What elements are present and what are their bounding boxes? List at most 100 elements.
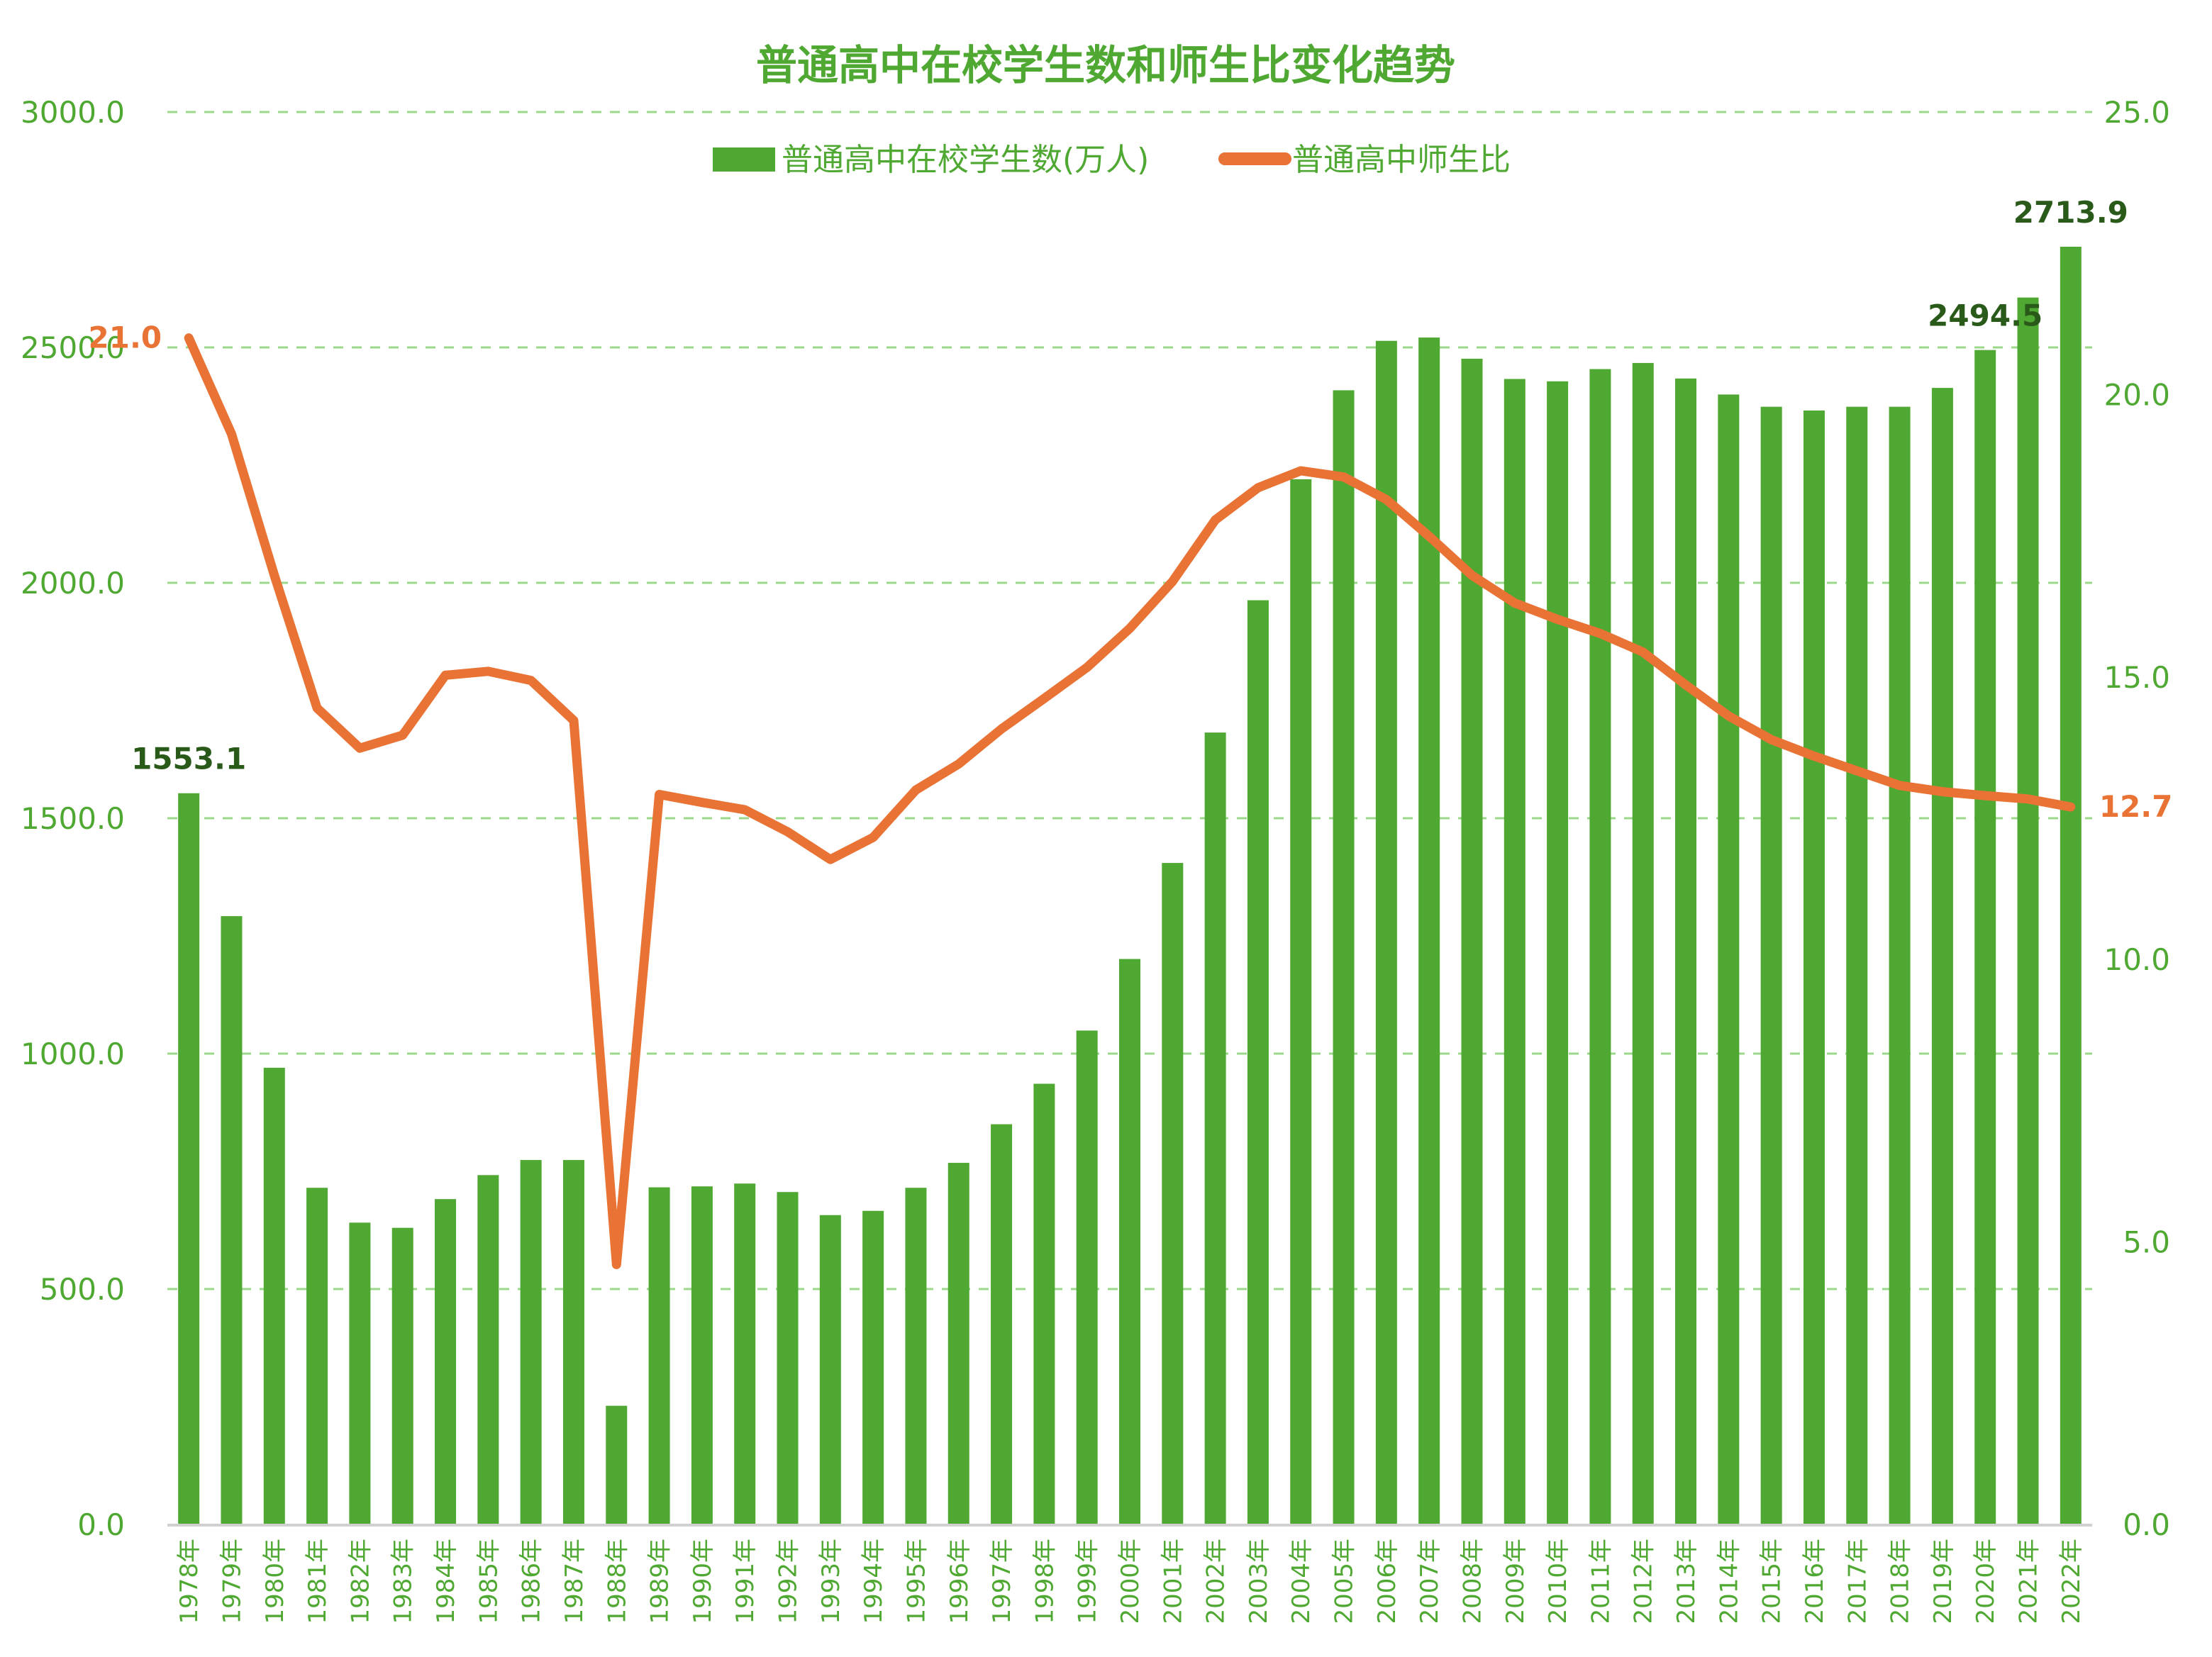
legend-label-ratio: 普通高中师生比 <box>1292 142 1511 178</box>
x-tick-label: 2015年 <box>1758 1539 1786 1624</box>
x-tick-label: 2014年 <box>1715 1539 1743 1624</box>
bar <box>1033 1083 1055 1524</box>
x-tick-label: 2017年 <box>1843 1539 1872 1624</box>
bar <box>263 1067 285 1524</box>
bar-swatch-icon <box>713 147 775 172</box>
x-tick-label: 1991年 <box>731 1539 760 1624</box>
x-tick-label: 1996年 <box>945 1539 974 1624</box>
bar <box>691 1186 713 1524</box>
x-tick-label: 2022年 <box>2057 1539 2086 1624</box>
bar-data-label: 1553.1 <box>131 742 246 776</box>
legend-label-students: 普通高中在校学生数(万人) <box>782 142 1149 178</box>
bar <box>1247 600 1269 1524</box>
x-tick-label: 1990年 <box>689 1539 717 1624</box>
x-axis: 1978年 1979年 1980年 1981年 1982年 1983年 1984年 1985年… <box>175 1539 2086 1624</box>
x-tick-label: 1983年 <box>389 1539 418 1624</box>
bar <box>1290 479 1312 1525</box>
bar <box>1119 959 1140 1524</box>
bar <box>777 1192 799 1524</box>
y-left-tick-label: 1500.0 <box>21 801 125 836</box>
x-tick-label: 1988年 <box>603 1539 631 1624</box>
x-tick-label: 2013年 <box>1672 1539 1701 1624</box>
bar <box>178 793 200 1524</box>
x-tick-label: 2000年 <box>1116 1539 1145 1624</box>
x-tick-label: 2021年 <box>2015 1539 2043 1624</box>
bar <box>606 1405 628 1524</box>
x-tick-label: 2006年 <box>1373 1539 1401 1624</box>
bar <box>306 1188 328 1524</box>
y-left-tick-label: 0.0 <box>77 1507 125 1542</box>
x-tick-label: 1995年 <box>902 1539 930 1624</box>
bar <box>1675 378 1697 1524</box>
bar <box>349 1222 371 1524</box>
x-tick-label: 1978年 <box>175 1539 204 1624</box>
bar <box>1846 406 1868 1524</box>
x-tick-label: 2011年 <box>1586 1539 1615 1624</box>
ratio-line <box>184 333 2076 1269</box>
bar <box>862 1210 884 1524</box>
bar <box>1076 1030 1098 1524</box>
bar <box>819 1215 841 1524</box>
bar <box>562 1160 584 1524</box>
x-tick-label: 1980年 <box>261 1539 289 1624</box>
x-tick-label: 2003年 <box>1245 1539 1273 1624</box>
bar-series-students <box>178 246 2082 1525</box>
bar <box>734 1183 756 1524</box>
bar <box>2060 246 2082 1524</box>
x-tick-label: 1992年 <box>774 1539 803 1624</box>
bar <box>905 1188 927 1524</box>
bar <box>1718 394 1740 1524</box>
line-data-label: 21.0 <box>89 320 162 355</box>
x-tick-label: 2020年 <box>1972 1539 2000 1624</box>
legend: 普通高中在校学生数(万人) 普通高中师生比 <box>713 142 1511 178</box>
x-tick-label: 2018年 <box>1886 1539 1915 1624</box>
y-left-tick-label: 500.0 <box>40 1272 125 1307</box>
line-series-ratio <box>184 333 2076 1269</box>
y-axis-right: 0.0 5.0 10.0 15.0 20.0 25.0 <box>2103 95 2170 1542</box>
bar <box>221 916 243 1524</box>
bar <box>435 1199 457 1524</box>
bar <box>391 1227 413 1524</box>
y-left-tick-label: 1000.0 <box>21 1037 125 1071</box>
chart-title: 普通高中在校学生数和师生比变化趋势 <box>756 41 1455 89</box>
x-tick-label: 1993年 <box>817 1539 845 1624</box>
bar <box>1504 379 1525 1524</box>
bar <box>947 1163 969 1524</box>
x-tick-label: 2001年 <box>1159 1539 1187 1624</box>
x-tick-label: 1985年 <box>474 1539 503 1624</box>
x-tick-label: 1984年 <box>432 1539 460 1624</box>
bar <box>991 1124 1013 1524</box>
y-right-tick-label: 15.0 <box>2103 660 2170 695</box>
y-left-tick-label: 2500.0 <box>21 330 125 365</box>
x-tick-label: 2004年 <box>1287 1539 1316 1624</box>
x-tick-label: 2007年 <box>1416 1539 1444 1624</box>
bar <box>1931 388 1953 1524</box>
bar <box>1803 410 1825 1524</box>
x-tick-label: 1989年 <box>646 1539 674 1624</box>
x-tick-label: 1994年 <box>860 1539 888 1624</box>
x-tick-label: 1986年 <box>518 1539 546 1624</box>
bar <box>1760 406 1782 1524</box>
bar <box>1204 732 1226 1524</box>
y-axis-left: 0.0 500.0 1000.0 1500.0 2000.0 2500.0 3000.0 <box>21 95 125 1542</box>
y-right-tick-label: 20.0 <box>2103 377 2170 412</box>
bar <box>1632 362 1654 1524</box>
bar-data-label: 2713.9 <box>2013 195 2128 230</box>
x-tick-label: 1979年 <box>218 1539 246 1624</box>
bar <box>2017 297 2039 1525</box>
x-tick-label: 2016年 <box>1801 1539 1829 1624</box>
y-left-tick-label: 2000.0 <box>21 566 125 601</box>
x-tick-label: 1987年 <box>560 1539 589 1624</box>
legend-item-students[interactable]: 普通高中在校学生数(万人) <box>713 142 1149 178</box>
bar <box>1974 350 1996 1525</box>
line-data-label: 12.7 <box>2099 789 2173 824</box>
y-right-tick-label: 10.0 <box>2103 942 2170 977</box>
x-tick-label: 2019年 <box>1929 1539 1957 1624</box>
x-tick-label: 2005年 <box>1330 1539 1359 1624</box>
x-tick-label: 2009年 <box>1501 1539 1530 1624</box>
bar-data-label: 2494.5 <box>1928 299 2043 333</box>
x-tick-label: 1981年 <box>304 1539 332 1624</box>
legend-item-ratio[interactable]: 普通高中师生比 <box>1218 142 1511 178</box>
bar <box>1461 358 1483 1524</box>
